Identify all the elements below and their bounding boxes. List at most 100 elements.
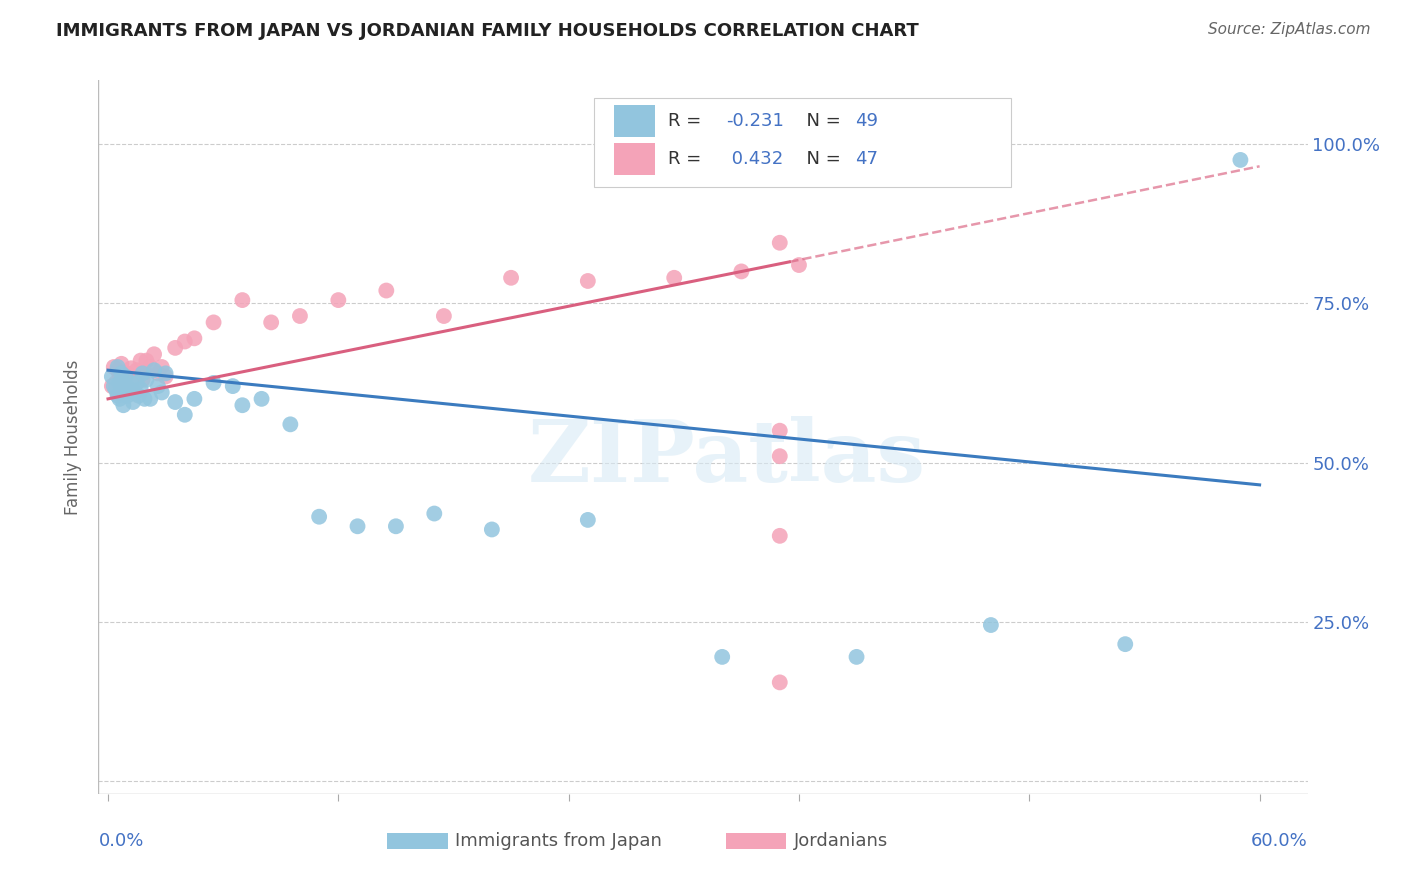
Point (112, 376, 135, 390)
Point (385, 519, 408, 533)
Point (250, 392, 273, 406)
Point (769, 424, 792, 438)
Point (769, 675, 792, 690)
Point (202, 376, 225, 390)
Point (125, 376, 148, 390)
Point (150, 359, 173, 374)
Point (260, 315, 283, 329)
Point (112, 367, 135, 381)
Text: N =: N = (794, 112, 846, 130)
Point (134, 365, 156, 379)
Point (308, 509, 330, 524)
Text: -0.231: -0.231 (725, 112, 785, 130)
Point (146, 379, 169, 393)
Point (110, 357, 132, 371)
FancyBboxPatch shape (595, 98, 1011, 187)
Text: R =: R = (668, 150, 707, 168)
Point (103, 379, 125, 393)
Point (108, 392, 131, 406)
Point (114, 369, 136, 384)
Point (280, 417, 302, 432)
Point (107, 359, 129, 374)
Point (150, 385, 173, 400)
Point (107, 386, 129, 401)
Point (135, 373, 157, 387)
Point (118, 374, 141, 388)
Point (165, 395, 187, 409)
Text: IMMIGRANTS FROM JAPAN VS JORDANIAN FAMILY HOUSEHOLDS CORRELATION CHART: IMMIGRANTS FROM JAPAN VS JORDANIAN FAMIL… (56, 22, 920, 40)
Point (104, 376, 127, 390)
Point (122, 369, 145, 384)
Point (107, 389, 129, 403)
Point (173, 334, 195, 349)
Point (114, 385, 136, 400)
Point (1229, 153, 1251, 167)
Point (787, 258, 810, 272)
Point (118, 382, 141, 396)
Point (101, 379, 124, 393)
Text: R =: R = (668, 112, 707, 130)
Point (139, 392, 162, 406)
Point (104, 382, 127, 396)
Point (128, 369, 150, 384)
Point (288, 309, 311, 323)
Point (1114, 637, 1136, 651)
Point (664, 270, 686, 285)
Point (231, 293, 253, 307)
Text: 0.432: 0.432 (725, 150, 783, 168)
FancyBboxPatch shape (388, 833, 449, 849)
Text: Jordanians: Jordanians (793, 832, 889, 850)
Point (124, 385, 146, 400)
Point (146, 367, 169, 381)
Point (129, 382, 152, 396)
Point (120, 376, 142, 390)
Point (481, 523, 503, 537)
Point (108, 380, 131, 394)
Point (375, 284, 398, 298)
Point (125, 363, 148, 377)
Point (183, 331, 205, 345)
FancyBboxPatch shape (613, 105, 655, 136)
Point (103, 359, 125, 374)
Point (108, 376, 131, 390)
Point (711, 649, 734, 664)
Point (143, 347, 166, 361)
Point (499, 270, 522, 285)
Text: 0.0%: 0.0% (98, 832, 143, 850)
Text: Source: ZipAtlas.com: Source: ZipAtlas.com (1208, 22, 1371, 37)
Point (129, 353, 152, 368)
Point (155, 367, 177, 381)
Point (108, 368, 131, 382)
Point (110, 385, 132, 400)
Text: Immigrants from Japan: Immigrants from Japan (456, 832, 662, 850)
Point (131, 373, 153, 387)
Y-axis label: Family Households: Family Households (65, 359, 83, 515)
Text: 60.0%: 60.0% (1251, 832, 1308, 850)
Point (328, 293, 350, 307)
Text: 47: 47 (855, 150, 879, 168)
Point (122, 395, 145, 409)
Text: ZIPatlas: ZIPatlas (529, 417, 927, 500)
Point (165, 341, 187, 355)
Point (120, 361, 142, 376)
Point (231, 398, 253, 412)
Point (131, 367, 153, 381)
Point (101, 369, 124, 384)
Point (155, 369, 177, 384)
Point (124, 377, 146, 392)
Point (115, 389, 138, 403)
Point (769, 529, 792, 543)
Point (769, 449, 792, 463)
Point (115, 380, 138, 394)
Point (107, 363, 129, 377)
Text: 49: 49 (855, 112, 879, 130)
Point (139, 359, 162, 374)
Point (433, 309, 456, 323)
Point (143, 363, 166, 377)
Point (128, 389, 150, 403)
Point (112, 398, 135, 412)
Point (135, 353, 157, 368)
Point (769, 235, 792, 250)
Point (173, 408, 195, 422)
FancyBboxPatch shape (613, 144, 655, 175)
